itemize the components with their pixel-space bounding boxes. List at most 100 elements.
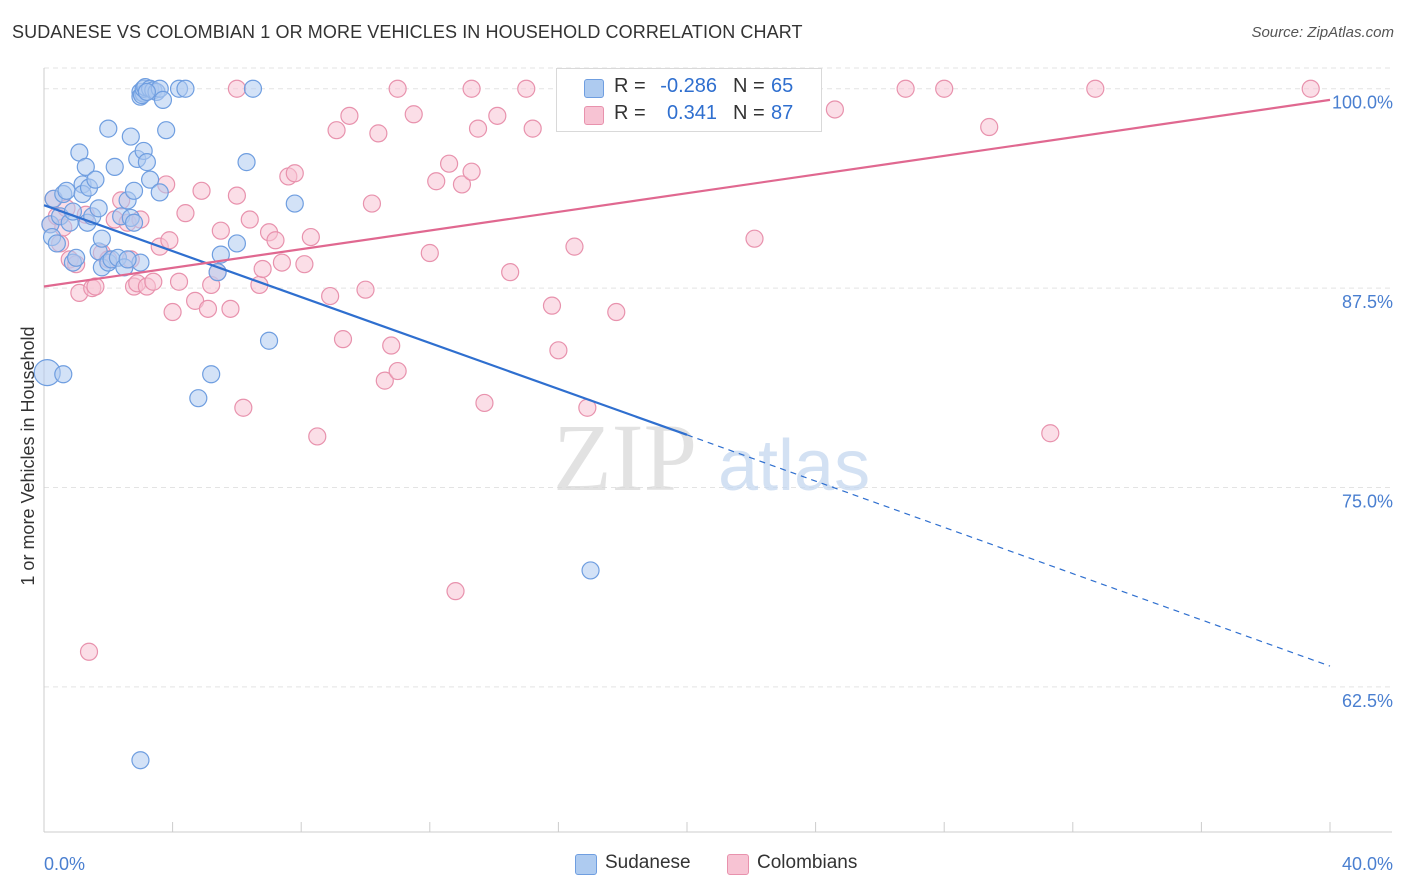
data-point-sudanese: [131, 751, 150, 770]
data-point-colombians: [211, 221, 230, 240]
watermark-zip: ZIP: [553, 404, 697, 511]
data-point-colombians: [404, 105, 423, 124]
bottom-legend-swatch-sudanese: [575, 854, 597, 875]
data-point-sudanese: [76, 157, 95, 176]
legend-r-value: -0.286: [660, 75, 717, 97]
data-point-colombians: [308, 427, 327, 446]
data-point-colombians: [523, 119, 542, 138]
data-point-sudanese: [124, 181, 144, 200]
data-point-sudanese: [259, 331, 279, 350]
legend-r-value: 0.341: [666, 102, 717, 124]
data-point-colombians: [285, 164, 304, 183]
data-point-colombians: [382, 336, 401, 355]
chart-title: SUDANESE VS COLOMBIAN 1 OR MORE VEHICLES…: [12, 22, 803, 42]
data-point-colombians: [475, 393, 494, 413]
data-point-colombians: [266, 231, 285, 250]
data-point-colombians: [388, 79, 407, 98]
y-tick-label: 75.0%: [1342, 491, 1393, 511]
trend-line-extension-sudanese: [686, 434, 1331, 667]
labels-layer: 1 or more Vehicles in Household 100.0% 87…: [18, 93, 1393, 874]
data-point-sudanese: [211, 245, 230, 264]
data-point-colombians: [565, 237, 584, 256]
trend-line-sudanese: [43, 204, 688, 436]
chart-source: Source: ZipAtlas.com: [1251, 24, 1394, 41]
legend-swatch-sudanese: [584, 79, 604, 98]
data-point-colombians: [388, 361, 407, 381]
data-point-colombians: [272, 253, 292, 272]
data-point-sudanese: [176, 79, 195, 98]
bottom-legend-label-colombians: Colombians: [757, 852, 858, 873]
y-tick-label: 100.0%: [1332, 93, 1393, 113]
data-point-colombians: [1301, 79, 1320, 98]
data-point-sudanese: [153, 90, 173, 109]
data-point-colombians: [468, 119, 488, 138]
legend-n-label: N =: [733, 75, 765, 97]
data-point-colombians: [542, 296, 562, 315]
data-point-sudanese: [47, 234, 66, 253]
data-point-colombians: [488, 106, 507, 125]
data-point-sudanese: [581, 561, 600, 580]
data-point-sudanese: [150, 183, 169, 202]
data-point-sudanese: [237, 153, 256, 172]
data-point-colombians: [333, 330, 353, 349]
data-point-sudanese: [121, 127, 140, 146]
data-point-colombians: [462, 79, 481, 98]
data-point-sudanese: [57, 181, 76, 200]
legend-swatch-colombians: [584, 106, 604, 125]
data-point-colombians: [517, 79, 536, 98]
stats-legend: R = -0.286 N = 65 R = 0.341 N = 87: [556, 68, 822, 132]
data-point-sudanese: [92, 229, 111, 248]
data-point-sudanese: [140, 170, 160, 189]
data-point-colombians: [163, 302, 182, 322]
data-point-colombians: [549, 341, 568, 360]
data-point-sudanese: [105, 157, 124, 176]
legend-n-value: 65: [771, 75, 794, 97]
data-point-colombians: [144, 272, 163, 291]
legend-n-label: N =: [733, 102, 765, 124]
data-point-colombians: [234, 398, 253, 417]
data-point-colombians: [192, 181, 211, 200]
y-tick-label: 87.5%: [1342, 292, 1393, 312]
data-point-sudanese: [124, 213, 144, 232]
data-point-colombians: [896, 79, 915, 98]
data-point-colombians: [227, 186, 246, 205]
data-point-colombians: [935, 79, 954, 98]
data-point-colombians: [295, 255, 314, 274]
data-point-sudanese: [285, 194, 304, 213]
x-tick-label: 40.0%: [1342, 854, 1393, 874]
data-point-colombians: [227, 79, 246, 98]
legend-r-label: R =: [614, 102, 646, 124]
data-point-colombians: [79, 642, 99, 661]
data-point-colombians: [321, 286, 340, 306]
data-point-colombians: [240, 210, 259, 229]
data-point-colombians: [446, 582, 465, 601]
data-point-sudanese: [118, 250, 137, 269]
data-point-colombians: [427, 172, 446, 191]
data-point-colombians: [1041, 424, 1060, 443]
data-point-colombians: [745, 229, 764, 248]
data-point-sudanese: [202, 365, 221, 384]
data-point-sudanese: [67, 248, 86, 267]
data-point-colombians: [420, 243, 439, 263]
data-point-colombians: [825, 100, 844, 119]
axes-layer: [43, 68, 1392, 833]
data-point-colombians: [301, 227, 320, 247]
data-point-colombians: [452, 175, 472, 194]
data-point-colombians: [221, 299, 240, 318]
data-point-colombians: [356, 280, 375, 299]
trend-layer: [43, 98, 1331, 667]
y-axis-label: 1 or more Vehicles in Household: [18, 326, 38, 585]
data-point-sudanese: [54, 365, 73, 384]
y-tick-label: 62.5%: [1342, 691, 1393, 711]
data-point-sudanese: [137, 153, 156, 172]
data-point-colombians: [253, 259, 272, 279]
legend-r-label: R =: [614, 75, 646, 97]
trend-line-colombians: [43, 98, 1331, 288]
data-point-sudanese: [99, 119, 118, 138]
data-point-colombians: [501, 263, 520, 282]
data-point-colombians: [980, 117, 999, 137]
data-point-sudanese: [157, 121, 176, 140]
x-tick-label: 0.0%: [44, 854, 85, 874]
data-point-colombians: [169, 272, 189, 291]
